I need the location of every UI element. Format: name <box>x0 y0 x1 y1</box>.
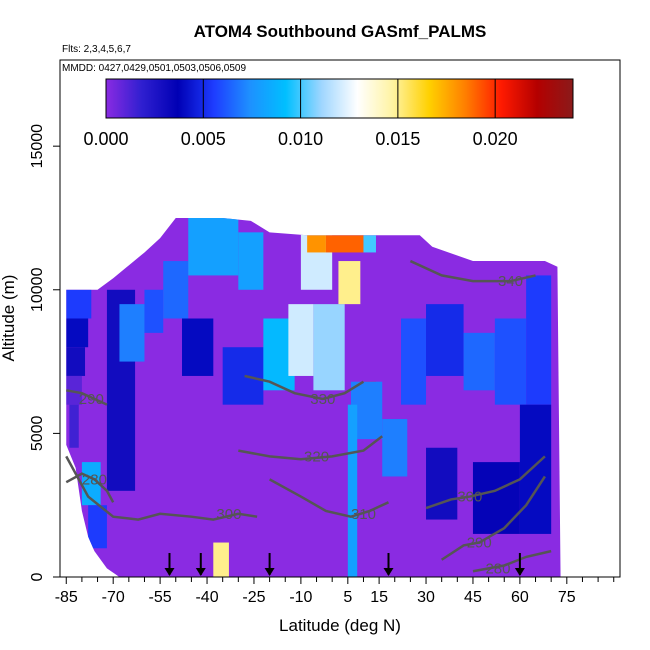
chart-title: ATOM4 Southbound GASmf_PALMS <box>194 22 487 41</box>
heatmap-cell <box>382 419 408 477</box>
colorbar-ticks: 0.000 0.005 0.010 0.015 0.020 <box>83 79 518 149</box>
heatmap-cell <box>213 542 229 577</box>
contour-label: 320 <box>304 448 329 465</box>
profile-arrow-head <box>164 568 175 576</box>
y-axis-label: Altitude (m) <box>0 275 18 362</box>
colorbar-tick-label: 0.020 <box>473 129 518 149</box>
heatmap-cell <box>188 217 239 276</box>
colorbar-bar <box>105 78 574 119</box>
contour-line <box>244 374 365 401</box>
heatmap-cell <box>347 404 358 577</box>
heatmap-cell <box>66 347 86 376</box>
contour-label: 340 <box>498 273 523 290</box>
x-tick-label: 30 <box>417 589 435 606</box>
heatmap-cell <box>519 404 552 534</box>
colorbar-tick-label: 0.015 <box>375 129 420 149</box>
colorbar: 0.000 0.005 0.010 0.015 0.020 <box>83 78 574 149</box>
contour-line <box>269 478 390 518</box>
dates-note: MMDD: 0427,0429,0501,0503,0506,0509 <box>62 63 246 74</box>
x-tick-label: -40 <box>195 589 218 606</box>
heatmap-cell <box>526 275 552 405</box>
contour-line <box>472 549 552 573</box>
contour-label: 310 <box>351 506 376 523</box>
contour-label: 300 <box>216 506 241 523</box>
heatmap-cell <box>325 235 364 253</box>
profile-arrow-head <box>514 568 525 576</box>
x-tick-label: -85 <box>55 589 78 606</box>
colorbar-tick-label: 0.010 <box>278 129 323 149</box>
x-tick-label: 60 <box>511 589 529 606</box>
colorbar-tick-label: 0.000 <box>83 129 128 149</box>
heatmap-cell <box>307 235 326 253</box>
y-tick-label: 0 <box>29 572 46 581</box>
profile-arrow-head <box>195 568 206 576</box>
x-axis: -85 -70 -55 -40 -25 -10 5 15 30 45 60 75 <box>55 576 615 606</box>
contour-label: 330 <box>310 391 335 408</box>
y-axis: 0 5000 10000 15000 <box>29 124 61 581</box>
contour-label: 280 <box>82 471 107 488</box>
profile-arrows <box>164 553 525 576</box>
contour-line <box>238 435 383 461</box>
contour-line <box>425 455 546 510</box>
profile-arrow-head <box>264 568 275 576</box>
heatmap-cell <box>88 505 107 549</box>
heatmap-cell <box>69 404 79 448</box>
heatmap-cell <box>494 318 527 405</box>
heatmap-cells <box>66 217 561 577</box>
contour-line <box>66 389 108 406</box>
x-tick-label: 75 <box>558 589 576 606</box>
heatmap-cell <box>119 304 145 362</box>
x-tick-label: 15 <box>370 589 388 606</box>
heatmap-cell <box>463 332 495 391</box>
flights-note: Flts: 2,3,4,5,6,7 <box>62 44 131 55</box>
x-tick-label: -25 <box>242 589 265 606</box>
x-tick-label: 45 <box>464 589 482 606</box>
contour-lines: 280 290 300 310 320 330 340 290 280 300 <box>65 259 552 577</box>
contour-line <box>65 455 258 521</box>
heatmap-cell <box>182 318 214 376</box>
x-tick-label: -70 <box>102 589 125 606</box>
heatmap-cell <box>222 347 264 405</box>
heatmap-cell <box>363 235 376 253</box>
contour-line <box>440 475 546 561</box>
heatmap-cell <box>288 304 314 376</box>
profile-arrow-head <box>383 568 394 576</box>
heatmap-cell <box>401 318 427 405</box>
heatmap-cell <box>66 318 89 348</box>
y-tick-label: 5000 <box>29 415 46 451</box>
y-tick-label: 10000 <box>29 267 46 312</box>
plot-area: 280 290 300 310 320 330 340 290 280 300 <box>65 217 561 577</box>
x-tick-label: 5 <box>343 589 352 606</box>
contour-label: 290 <box>79 391 104 408</box>
contour-label: 280 <box>485 560 510 577</box>
x-tick-label: -10 <box>289 589 312 606</box>
contour-label: 290 <box>467 535 492 552</box>
x-tick-label: -55 <box>149 589 172 606</box>
heatmap-cell <box>313 304 345 391</box>
y-tick-label: 15000 <box>29 124 46 169</box>
heatmap-cell <box>66 375 82 405</box>
heatmap-cell <box>338 261 361 305</box>
contour-label: 300 <box>457 489 482 506</box>
heatmap-cell <box>66 289 92 319</box>
heatmap-cell <box>163 261 189 319</box>
heatmap-cell <box>472 462 520 534</box>
heatmap-cell <box>238 232 264 290</box>
contour-line <box>409 259 536 283</box>
x-axis-label: Latitude (deg N) <box>279 616 401 635</box>
heatmap-cell <box>426 304 464 376</box>
heatmap-cell <box>426 447 458 520</box>
heatmap-cell <box>144 289 164 333</box>
colorbar-tick-label: 0.005 <box>181 129 226 149</box>
